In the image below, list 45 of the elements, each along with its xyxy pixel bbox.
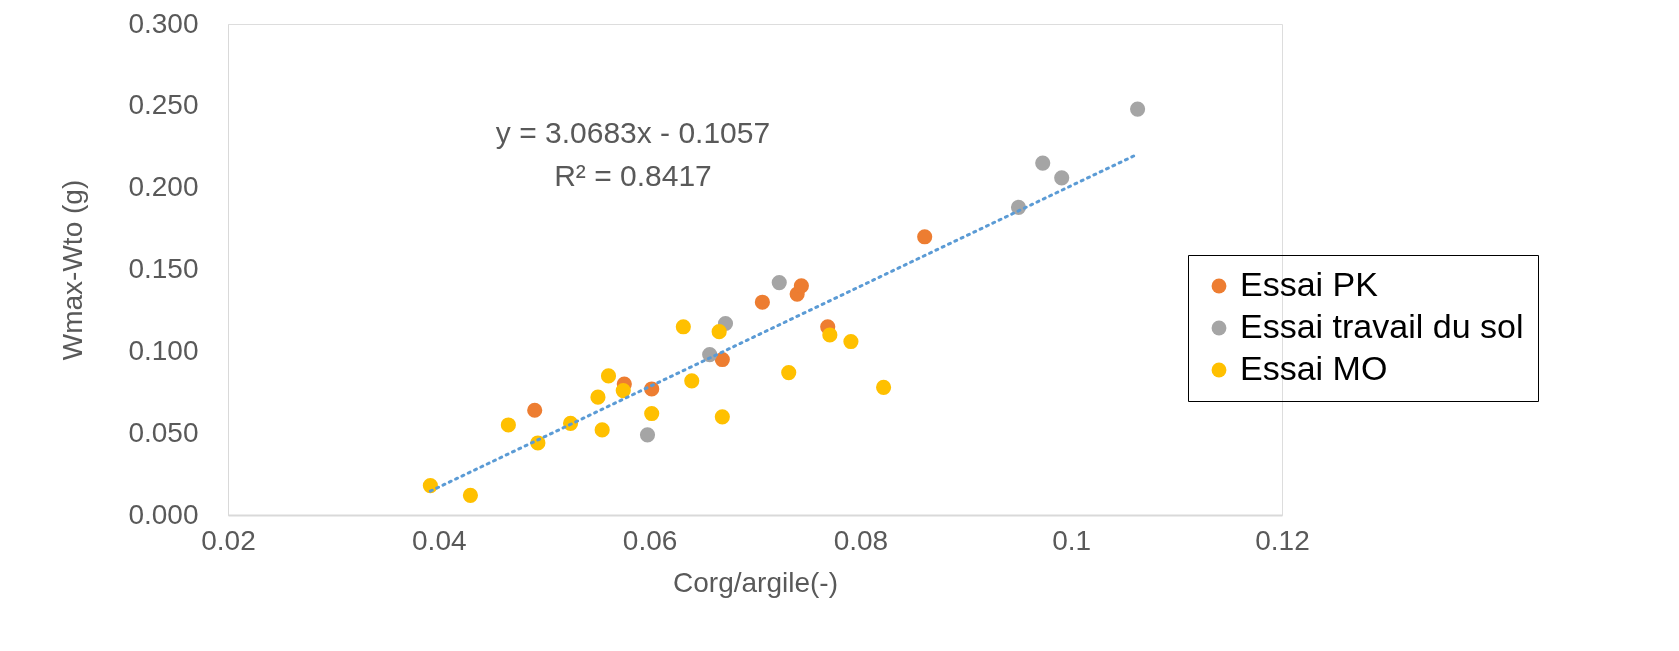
point — [594, 422, 610, 438]
point — [615, 383, 631, 399]
legend-label: Essai travail du sol — [1240, 307, 1524, 345]
y-tick-label: 0.000 — [128, 498, 199, 530]
point — [1035, 155, 1051, 171]
x-tick-label: 0.04 — [412, 524, 467, 556]
point — [639, 427, 656, 443]
point — [822, 327, 838, 343]
x-axis-title: Corg/argile(-) — [673, 566, 838, 598]
point — [600, 368, 617, 384]
point — [711, 324, 727, 340]
point — [781, 365, 797, 381]
y-tick-label: 0.150 — [128, 253, 199, 284]
x-tick-label: 0.12 — [1255, 524, 1310, 556]
legend-label: Essai MO — [1240, 349, 1388, 387]
annotation: y = 3.0683x - 0.1057 — [495, 116, 771, 149]
point — [714, 351, 730, 368]
y-tick-label: 0.200 — [128, 171, 199, 203]
point — [876, 379, 892, 395]
point — [462, 487, 478, 503]
point — [590, 389, 606, 405]
point — [1130, 101, 1146, 117]
point — [684, 373, 700, 389]
point — [500, 417, 516, 433]
point — [917, 229, 933, 245]
y-tick-label: 0.300 — [128, 7, 199, 39]
x-tick-label: 0.1 — [1052, 524, 1092, 556]
annotation: R² = 0.8417 — [554, 159, 712, 192]
x-tick-label: 0.06 — [622, 524, 678, 556]
y-tick-label: 0.100 — [128, 334, 199, 366]
point — [675, 319, 691, 335]
x-tick-label: 0.02 — [201, 524, 256, 556]
legend-label: Essai PK — [1240, 265, 1379, 303]
point — [754, 294, 770, 310]
point — [793, 278, 809, 294]
y-axis-title: Wmax-Wto (g) — [57, 179, 89, 361]
y-tick-label: 0.050 — [128, 416, 199, 448]
point — [1054, 170, 1070, 186]
point — [714, 409, 730, 425]
point — [644, 405, 660, 422]
point — [843, 333, 859, 350]
x-tick-label: 0.08 — [833, 524, 889, 556]
point — [771, 275, 787, 291]
point — [527, 402, 543, 418]
y-tick-label: 0.250 — [128, 89, 199, 121]
